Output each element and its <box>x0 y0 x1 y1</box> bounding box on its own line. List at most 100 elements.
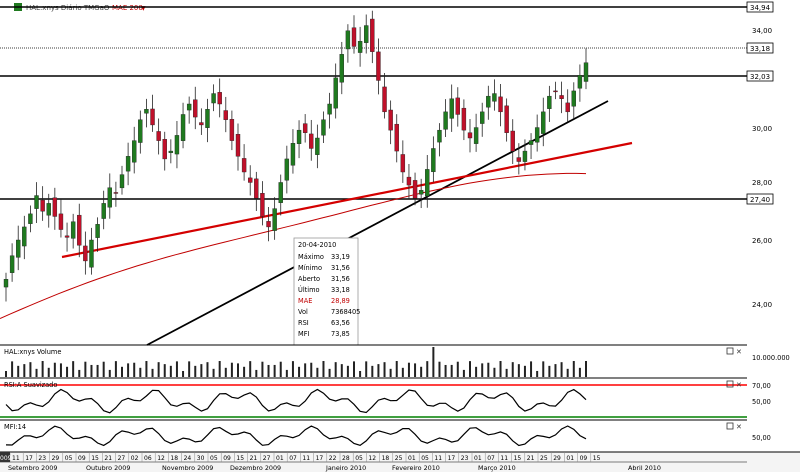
candle-body[interactable] <box>22 226 27 247</box>
candle-body[interactable] <box>83 245 88 262</box>
candle-body[interactable] <box>480 111 485 124</box>
candle-body[interactable] <box>302 123 308 133</box>
candle-body[interactable] <box>229 119 235 141</box>
candle-body[interactable] <box>345 30 351 50</box>
minimize-icon[interactable] <box>726 347 734 355</box>
candle-body[interactable] <box>571 90 576 107</box>
candle-body[interactable] <box>382 86 387 113</box>
candle-body[interactable] <box>559 95 564 99</box>
candle-body[interactable] <box>101 203 106 219</box>
candle-body[interactable] <box>260 193 265 217</box>
candle-body[interactable] <box>339 54 344 83</box>
candle-body[interactable] <box>150 108 155 126</box>
candle-body[interactable] <box>333 77 338 109</box>
candle-body[interactable] <box>553 90 558 93</box>
candle-body[interactable] <box>309 133 314 149</box>
candle-body[interactable] <box>28 213 33 224</box>
candle-body[interactable] <box>510 130 515 152</box>
candle-body[interactable] <box>321 119 326 136</box>
candle-body[interactable] <box>443 111 448 130</box>
candle-body[interactable] <box>455 97 460 115</box>
candle-body[interactable] <box>522 150 528 162</box>
candle-body[interactable] <box>254 178 259 199</box>
candle-body[interactable] <box>138 119 143 143</box>
candle-body[interactable] <box>199 122 204 126</box>
candle-body[interactable] <box>186 103 192 111</box>
candle-body[interactable] <box>296 129 302 144</box>
candle-body[interactable] <box>193 99 198 118</box>
candle-body[interactable] <box>351 27 357 47</box>
candle-body[interactable] <box>278 182 283 203</box>
candle-body[interactable] <box>461 107 467 131</box>
candle-body[interactable] <box>370 18 375 52</box>
candle-body[interactable] <box>217 92 222 105</box>
mae-dropdown-icon[interactable]: ▼ <box>141 5 146 12</box>
candle-body[interactable] <box>388 109 393 131</box>
candle-body[interactable] <box>162 139 167 160</box>
mfi-close-icon[interactable]: ✕ <box>736 423 742 431</box>
candle-body[interactable] <box>205 109 210 128</box>
candle-body[interactable] <box>174 135 180 155</box>
candle-body[interactable] <box>583 62 589 82</box>
candle-body[interactable] <box>223 110 228 120</box>
candle-body[interactable] <box>357 41 363 53</box>
candle-body[interactable] <box>534 127 540 143</box>
candle-body[interactable] <box>168 150 174 153</box>
candle-body[interactable] <box>437 129 442 143</box>
candle-body[interactable] <box>241 158 247 173</box>
candle-body[interactable] <box>315 137 320 155</box>
candle-body[interactable] <box>119 174 125 189</box>
candle-body[interactable] <box>467 132 473 139</box>
candle-body[interactable] <box>400 154 406 173</box>
candle-body[interactable] <box>565 102 570 113</box>
candle-body[interactable] <box>34 195 39 209</box>
candle-body[interactable] <box>376 51 381 81</box>
candle-body[interactable] <box>52 197 58 217</box>
candle-body[interactable] <box>113 192 119 194</box>
candle-body[interactable] <box>449 98 454 119</box>
candle-body[interactable] <box>547 95 552 109</box>
candle-body[interactable] <box>406 176 412 186</box>
candle-body[interactable] <box>64 235 70 238</box>
candle-body[interactable] <box>95 224 100 238</box>
candle-body[interactable] <box>541 111 546 134</box>
candle-body[interactable] <box>431 148 436 173</box>
candle-body[interactable] <box>364 25 369 43</box>
candle-body[interactable] <box>211 93 216 104</box>
candle-body[interactable] <box>180 114 186 141</box>
red-trendline[interactable] <box>61 141 633 259</box>
candle-body[interactable] <box>266 221 271 228</box>
candle-body[interactable] <box>89 239 94 268</box>
mfi-minimize-icon[interactable] <box>726 422 734 430</box>
candle-body[interactable] <box>16 239 21 258</box>
candle-body[interactable] <box>272 208 277 231</box>
candle-body[interactable] <box>235 134 241 157</box>
candle-body[interactable] <box>577 75 583 89</box>
candle-body[interactable] <box>107 187 112 208</box>
candle-body[interactable] <box>144 109 149 114</box>
candle-body[interactable] <box>492 93 497 102</box>
candle-body[interactable] <box>46 203 51 216</box>
candle-body[interactable] <box>9 255 15 273</box>
candle-body[interactable] <box>290 143 296 166</box>
candle-body[interactable] <box>516 157 522 162</box>
candle-body[interactable] <box>284 158 290 181</box>
candle-body[interactable] <box>77 214 82 246</box>
candle-body[interactable] <box>58 213 64 230</box>
rsi-minimize-icon[interactable] <box>726 380 734 388</box>
candle-body[interactable] <box>473 127 479 144</box>
candle-body[interactable] <box>70 221 76 239</box>
candle-body[interactable] <box>504 105 509 133</box>
candle-body[interactable] <box>248 177 253 183</box>
candle-body[interactable] <box>40 199 45 212</box>
candle-body[interactable] <box>156 131 161 141</box>
candle-body[interactable] <box>498 96 503 113</box>
candle-body[interactable] <box>3 279 9 288</box>
candle-body[interactable] <box>486 95 491 108</box>
candle-body[interactable] <box>418 190 424 195</box>
candle-body[interactable] <box>528 140 534 145</box>
close-icon[interactable]: ✕ <box>736 348 742 356</box>
candle-body[interactable] <box>132 140 137 163</box>
candle-body[interactable] <box>425 169 430 197</box>
mae-legend-label[interactable]: MAE 200 <box>112 4 143 12</box>
